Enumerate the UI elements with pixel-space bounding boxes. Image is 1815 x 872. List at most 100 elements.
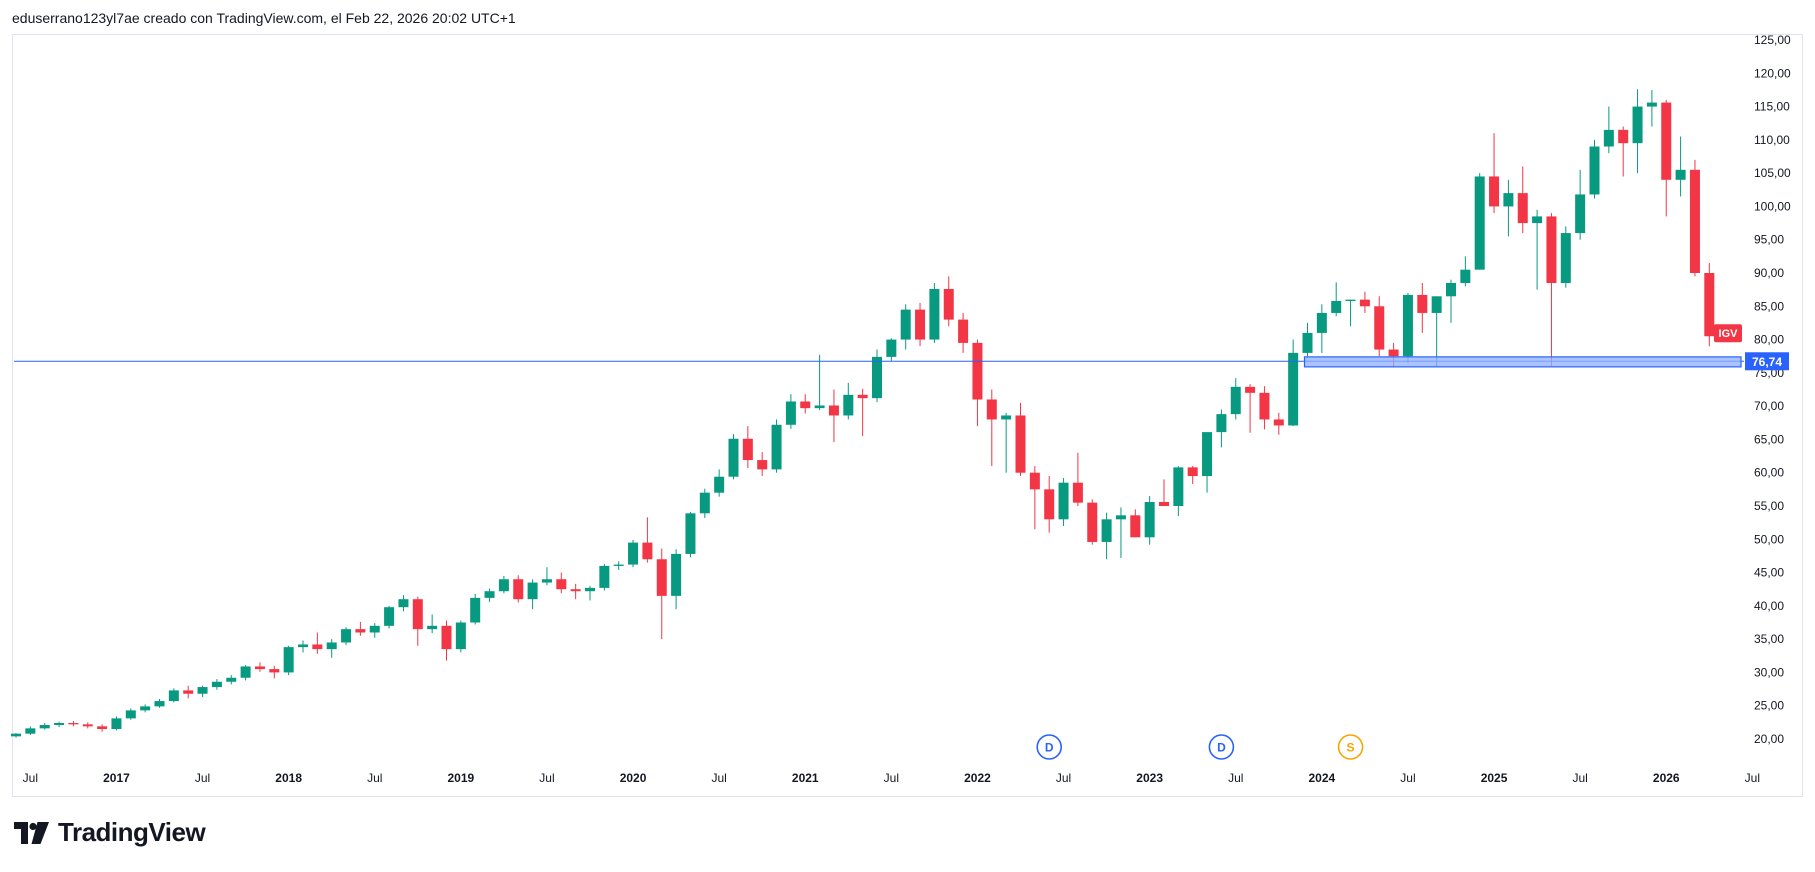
candle (140, 704, 151, 713)
candle-body (728, 438, 739, 477)
x-tick-label: Jul (195, 771, 210, 785)
candle (513, 575, 524, 603)
candle (828, 389, 839, 443)
candle (972, 339, 983, 427)
candle (929, 282, 940, 343)
candle (1546, 213, 1557, 367)
candle-body (82, 724, 93, 727)
candle (125, 708, 136, 720)
candle (800, 394, 811, 414)
y-tick-label: 60,00 (1754, 466, 1784, 480)
candle-body (613, 564, 624, 566)
candle (441, 620, 452, 661)
candle-body (369, 625, 380, 633)
candle-body (441, 625, 452, 650)
candle-body (699, 492, 710, 514)
candle (484, 588, 495, 602)
candle-body (1402, 294, 1413, 357)
candle (398, 595, 409, 612)
candle-body (398, 599, 409, 608)
candle (1503, 179, 1514, 237)
candle-body (1661, 102, 1672, 180)
candle (154, 699, 165, 708)
candle (54, 721, 65, 728)
candle (427, 614, 438, 634)
y-tick-label: 85,00 (1754, 299, 1784, 313)
candle-body (1058, 482, 1069, 520)
candle-body (527, 582, 538, 600)
candle-body (556, 579, 567, 590)
dividend-event-label: D (1217, 741, 1226, 755)
candle (656, 548, 667, 640)
y-tick-label: 105,00 (1754, 166, 1791, 180)
x-axis: Jul 2017 Jul 2018 Jul 2019 Jul 2020 Jul 2021 Jul 20… (23, 771, 1760, 785)
level-price-label-text: 76,74 (1752, 355, 1782, 369)
candle-body (1374, 306, 1385, 350)
candle-body (685, 513, 696, 554)
candle-body (197, 687, 208, 694)
candle (527, 579, 538, 610)
dividend-event-marker: D (1036, 734, 1062, 760)
candle (1115, 507, 1126, 558)
candle (1331, 282, 1342, 317)
candle-body (1101, 519, 1112, 542)
candle-body (1646, 102, 1657, 107)
candle (728, 434, 739, 480)
candle (1661, 99, 1672, 217)
candlestick-chart[interactable]: 125,00 120,00 115,00 110,00 105,00 100,00 95,0… (0, 0, 1815, 800)
tradingview-logo[interactable]: TradingView (14, 817, 206, 848)
candle-body (1202, 432, 1213, 477)
x-tick-label: 2017 (103, 771, 130, 785)
candle-body (1359, 299, 1370, 307)
candle-body (828, 405, 839, 416)
candle-body (125, 710, 136, 719)
candle (1589, 139, 1600, 199)
candle (585, 585, 595, 601)
candle-body (1316, 312, 1327, 333)
candle (628, 539, 639, 568)
candle-body (1417, 294, 1428, 313)
candle (197, 685, 208, 698)
candle (1029, 466, 1040, 530)
candle-body (1072, 482, 1083, 503)
y-tick-label: 90,00 (1754, 266, 1784, 280)
candle (1689, 159, 1700, 277)
candle-body (1446, 282, 1456, 297)
candle-body (1589, 146, 1600, 195)
candle (1618, 126, 1629, 177)
y-tick-label: 80,00 (1754, 333, 1784, 347)
split-event-marker: S (1337, 734, 1364, 760)
candle-body (1216, 414, 1227, 433)
candle (671, 549, 682, 610)
candle-body (872, 356, 882, 399)
candle (872, 349, 882, 403)
candle (412, 596, 423, 646)
candle (1374, 296, 1385, 357)
y-tick-label: 115,00 (1754, 100, 1790, 114)
symbol-badge-text: IGV (1719, 328, 1739, 340)
candle (1130, 509, 1141, 538)
candle (183, 685, 194, 699)
candle-body (541, 579, 552, 583)
candle (1675, 136, 1686, 197)
candle (1474, 173, 1485, 270)
candle-body (355, 629, 366, 633)
candle-body (986, 399, 997, 420)
candle (958, 312, 969, 353)
support-zone-rectangle (1303, 356, 1742, 368)
candle-body (1575, 194, 1586, 234)
candle (39, 723, 50, 730)
y-tick-label: 20,00 (1754, 732, 1784, 746)
candle (1173, 466, 1184, 516)
candle (1517, 166, 1528, 234)
candle-body (714, 476, 725, 493)
candle-body (240, 666, 251, 678)
candle (168, 688, 179, 703)
candle (1288, 339, 1299, 427)
candle-body (585, 587, 595, 592)
candle (570, 583, 581, 600)
candle (1532, 209, 1543, 290)
candle-body (54, 723, 65, 726)
candle (254, 662, 265, 672)
candle-body (886, 339, 897, 357)
